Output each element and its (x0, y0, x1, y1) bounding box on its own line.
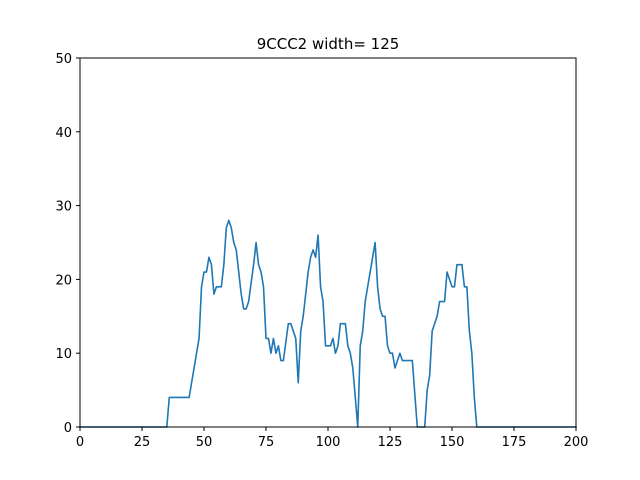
y-tick-label: 20 (55, 273, 72, 288)
x-tick-label: 150 (440, 435, 465, 450)
x-tick-label: 75 (258, 435, 275, 450)
series-line-0 (79, 219, 577, 428)
x-tick-label: 125 (378, 435, 403, 450)
x-tick-label: 0 (76, 435, 84, 450)
x-tick-label: 200 (564, 435, 589, 450)
chart-title: 9CCC2 width= 125 (257, 35, 400, 53)
y-tick-label: 10 (55, 347, 72, 362)
y-tick-label: 40 (55, 126, 72, 141)
x-axis: 0 25 50 75 100 125 150 175 200 (76, 427, 589, 450)
x-tick-label: 175 (502, 435, 527, 450)
y-tick-label: 0 (64, 421, 72, 436)
x-tick-label: 50 (196, 435, 213, 450)
y-tick-label: 30 (55, 200, 72, 215)
x-tick-label: 100 (316, 435, 341, 450)
y-tick-label: 50 (55, 52, 72, 67)
y-axis: 0 10 20 30 40 50 (55, 52, 80, 436)
plot-frame (79, 57, 577, 428)
plot-area (79, 219, 577, 428)
x-tick-label: 25 (134, 435, 151, 450)
